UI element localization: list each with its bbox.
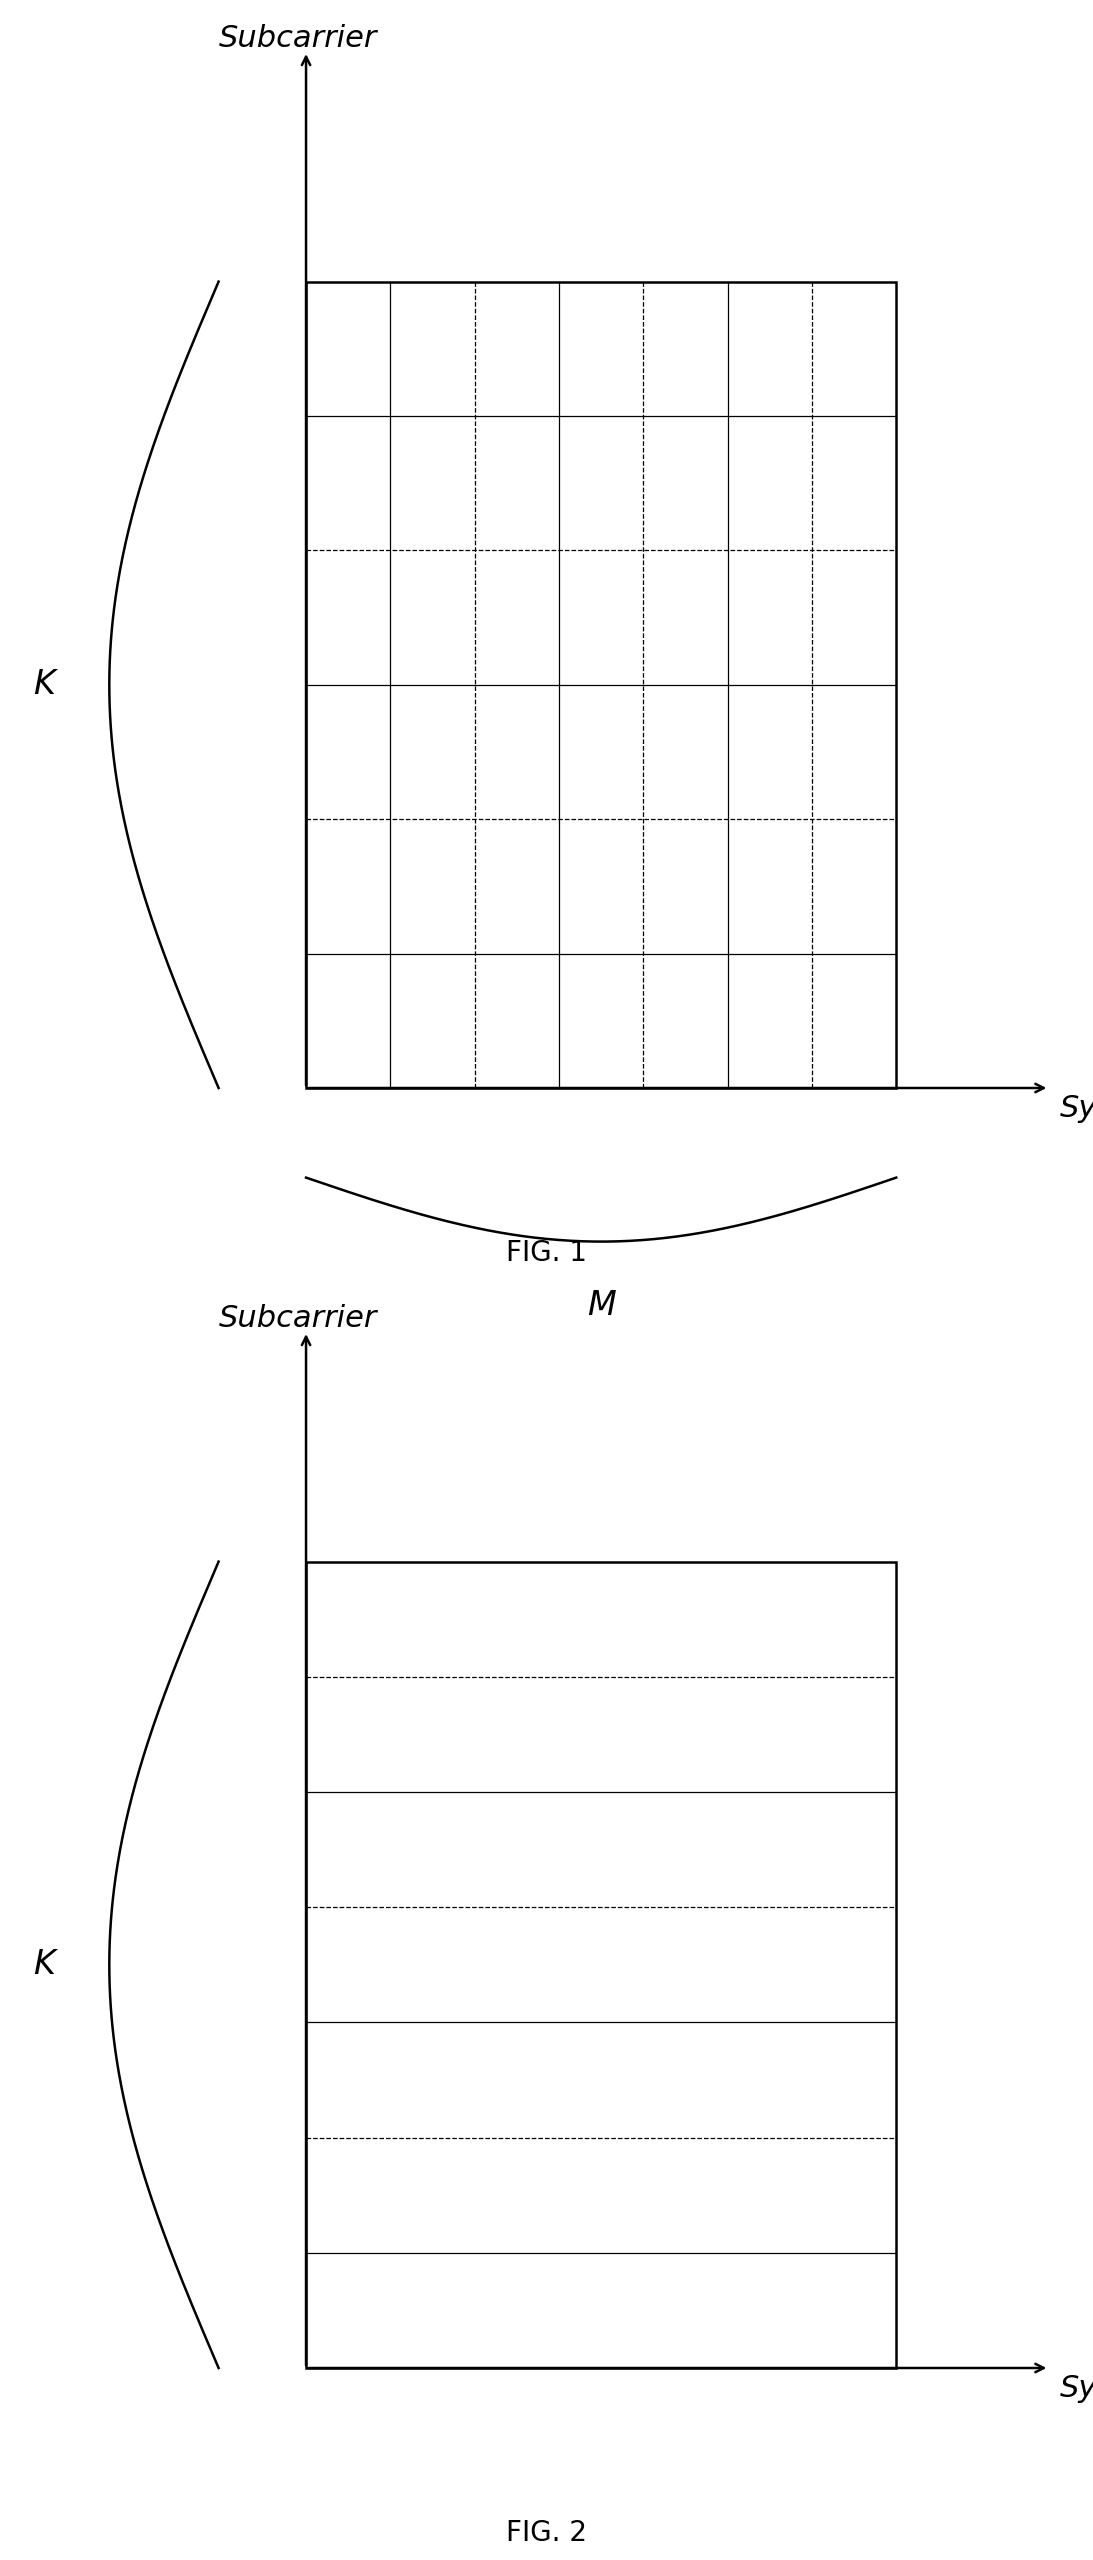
Bar bbox=[306, 1562, 896, 2368]
Bar bbox=[306, 282, 896, 1088]
Text: K: K bbox=[33, 1948, 55, 1981]
Text: Symbol: Symbol bbox=[1060, 2376, 1093, 2404]
Text: M: M bbox=[587, 1290, 615, 1321]
Text: Symbol: Symbol bbox=[1060, 1096, 1093, 1124]
Text: K: K bbox=[33, 668, 55, 701]
Text: Subcarrier: Subcarrier bbox=[219, 23, 377, 54]
Text: FIG. 2: FIG. 2 bbox=[506, 2519, 587, 2547]
Text: FIG. 1: FIG. 1 bbox=[506, 1239, 587, 1267]
Text: Subcarrier: Subcarrier bbox=[219, 1303, 377, 1334]
